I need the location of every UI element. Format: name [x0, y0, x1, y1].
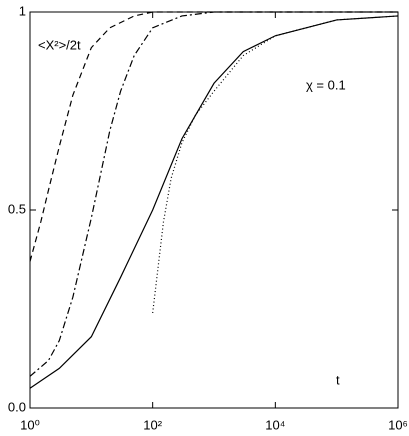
y-tick-label: 0.5 — [8, 201, 26, 216]
plot-frame — [29, 11, 399, 409]
y-tick-label: 0.0 — [8, 399, 26, 414]
annotation: χ = 0.1 — [306, 77, 346, 92]
line-series — [29, 15, 399, 389]
x-tick-label: 10⁴ — [265, 417, 285, 432]
x-tick-label: 10⁶ — [388, 417, 408, 432]
line-series — [152, 15, 399, 314]
y-tick-label: 1 — [19, 3, 26, 18]
annotation: <X²>/2t — [38, 37, 81, 52]
x-tick-label: 10² — [143, 417, 162, 432]
x-tick-label: 10⁰ — [20, 417, 40, 432]
annotation: t — [336, 372, 340, 387]
line-series — [29, 11, 398, 262]
line-series — [29, 11, 398, 377]
